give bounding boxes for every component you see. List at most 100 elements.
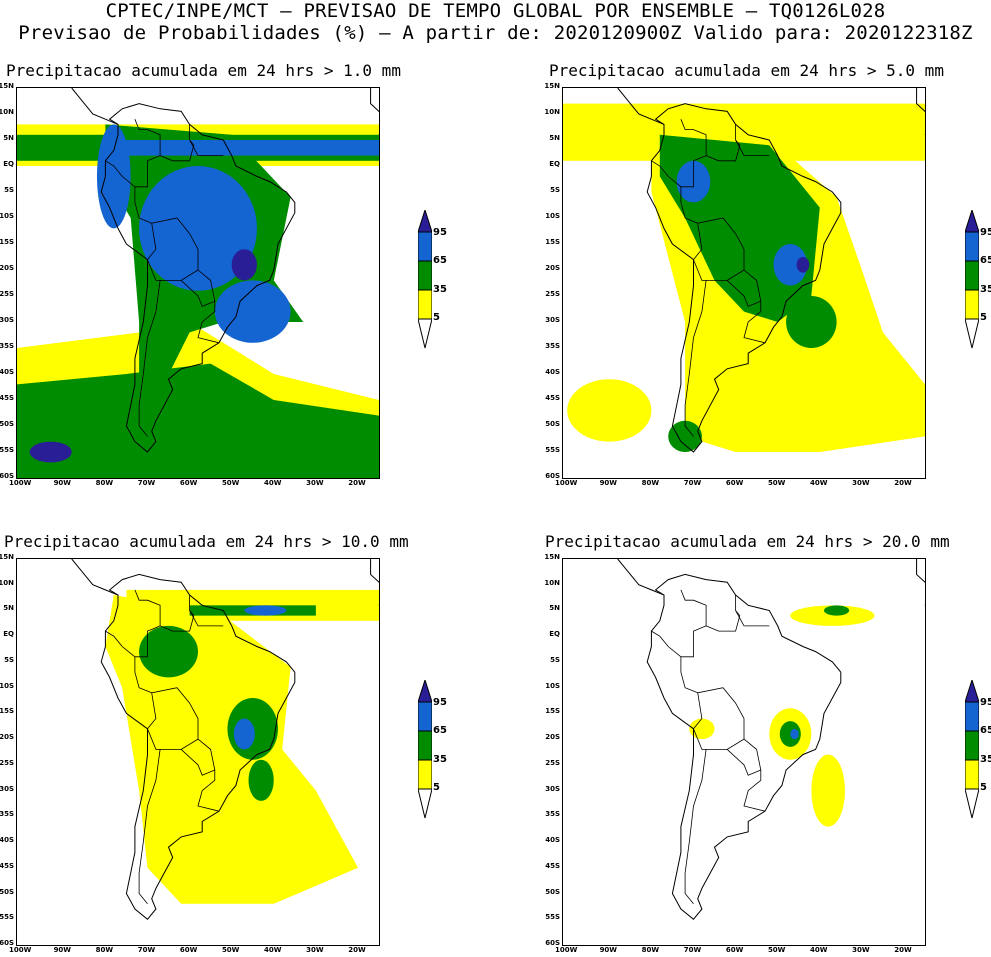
lat-tick-label: 50S [545,420,560,428]
country-border [705,139,741,162]
legend-label-35: 35 [980,284,991,295]
country-border [138,749,161,905]
legend-label-95: 95 [980,227,991,238]
prob-65-atlantic [214,280,291,343]
country-border [743,770,766,812]
lat-tick-label: 40S [0,836,14,845]
legend-label-65: 65 [433,725,447,736]
lat-tick-label: 25S [0,290,14,298]
lat-tick-label: EQ [549,630,560,639]
legend-label-5: 5 [433,782,440,793]
south-america-coastline [100,103,296,453]
legend-colorbar [417,678,433,819]
lat-tick-label: 50S [0,420,14,428]
lat-tick-label: 20S [0,264,14,272]
lat-tick-label: 5S [550,186,560,194]
lat-tick-label: 55S [0,913,14,922]
country-border [189,124,224,156]
lon-tick-label: 100W [555,946,578,954]
country-border [743,301,766,344]
legend-swatch-65 [964,701,980,732]
lat-tick-label: 20S [545,733,560,742]
lat-tick-label: 30S [0,784,14,793]
lat-tick-label: 30S [545,784,560,793]
legend-label-65: 65 [433,255,447,266]
figure-title-line-2: Previsao de Probabilidades (%) – A parti… [18,22,973,44]
lon-tick-label: 80W [641,946,660,954]
central-america-coastline [71,88,119,125]
panel-2-map [562,87,926,479]
legend-swatch-35 [964,260,980,291]
lat-tick-label: 60S [0,472,14,480]
lat-tick-label: 55S [0,446,14,454]
lon-tick-label: 90W [599,479,618,487]
country-border [197,770,220,812]
lon-tick-label: 90W [53,479,72,487]
country-border [684,749,707,905]
legend-colorbar [964,208,980,349]
legend-label-35: 35 [980,754,991,765]
lat-tick-label: 40S [545,368,560,376]
legend-label-65: 65 [980,725,991,736]
lon-tick-label: 60W [179,479,198,487]
country-border [693,687,745,750]
panel-4-legend: 95 65 35 5 [964,678,991,830]
country-border [159,610,195,632]
panel-3-title: Precipitacao acumulada em 24 hrs > 10.0 … [4,532,409,551]
lon-tick-label: 40W [264,479,282,487]
lat-tick-label: 35S [0,342,14,350]
panel-4-map-canvas [617,559,925,921]
lat-tick-label: 15S [0,707,14,716]
panel-3-map [16,558,380,946]
lat-tick-label: 5S [4,655,14,664]
lat-tick-label: 60S [545,939,560,947]
lat-tick-label: 5N [549,604,560,613]
prob-35-patagonia [668,420,702,452]
country-border [189,595,224,627]
country-border [105,630,152,694]
country-border [684,280,707,437]
prob-65-se-brazil [233,718,255,750]
prob-65-amazon [139,166,257,291]
panel-4-title: Precipitacao acumulada em 24 hrs > 20.0 … [545,532,950,551]
country-border [159,139,195,162]
prob-65-itcz [244,605,287,616]
prob-35-southern-ocean [17,363,379,478]
africa-coastline [916,88,925,135]
lat-tick-label: 60S [0,939,14,947]
panel-2-title: Precipitacao acumulada em 24 hrs > 5.0 m… [549,61,944,80]
country-border [735,124,770,156]
legend-swatch-below-5 [417,788,433,819]
legend-label-5: 5 [980,782,987,793]
lon-tick-label: 90W [53,946,72,954]
legend-swatch-below-5 [417,318,433,349]
lat-tick-label: 15N [544,82,560,90]
legend-swatch-95 [964,208,980,233]
probability-fills [17,124,379,478]
legend-swatch-5 [417,759,433,790]
lon-tick-label: 70W [137,479,156,487]
lat-tick-label: 50S [0,887,14,896]
prob-5-itcz [790,605,875,626]
legend-label-35: 35 [433,754,447,765]
prob-5-pacific [567,379,652,442]
lon-tick-label: 100W [555,479,578,487]
lat-tick-label: 45S [545,861,560,870]
country-border [180,738,216,776]
legend-swatch-95 [417,678,433,703]
country-border [726,738,762,776]
central-america-coastline [617,559,665,596]
country-border [680,589,707,658]
lon-tick-label: 80W [95,946,114,954]
legend-swatch-5 [417,289,433,320]
lat-tick-label: 15N [0,82,14,90]
panel-1-legend: 95 65 35 5 [417,208,488,360]
panel-1-title: Precipitacao acumulada em 24 hrs > 1.0 m… [6,61,401,80]
lon-tick-label: 40W [810,946,828,954]
lat-tick-label: 35S [0,810,14,819]
lon-tick-label: 100W [9,946,32,954]
country-border [726,269,762,307]
legend-swatch-below-5 [964,788,980,819]
legend-swatch-35 [417,730,433,761]
legend-label-95: 95 [980,697,991,708]
